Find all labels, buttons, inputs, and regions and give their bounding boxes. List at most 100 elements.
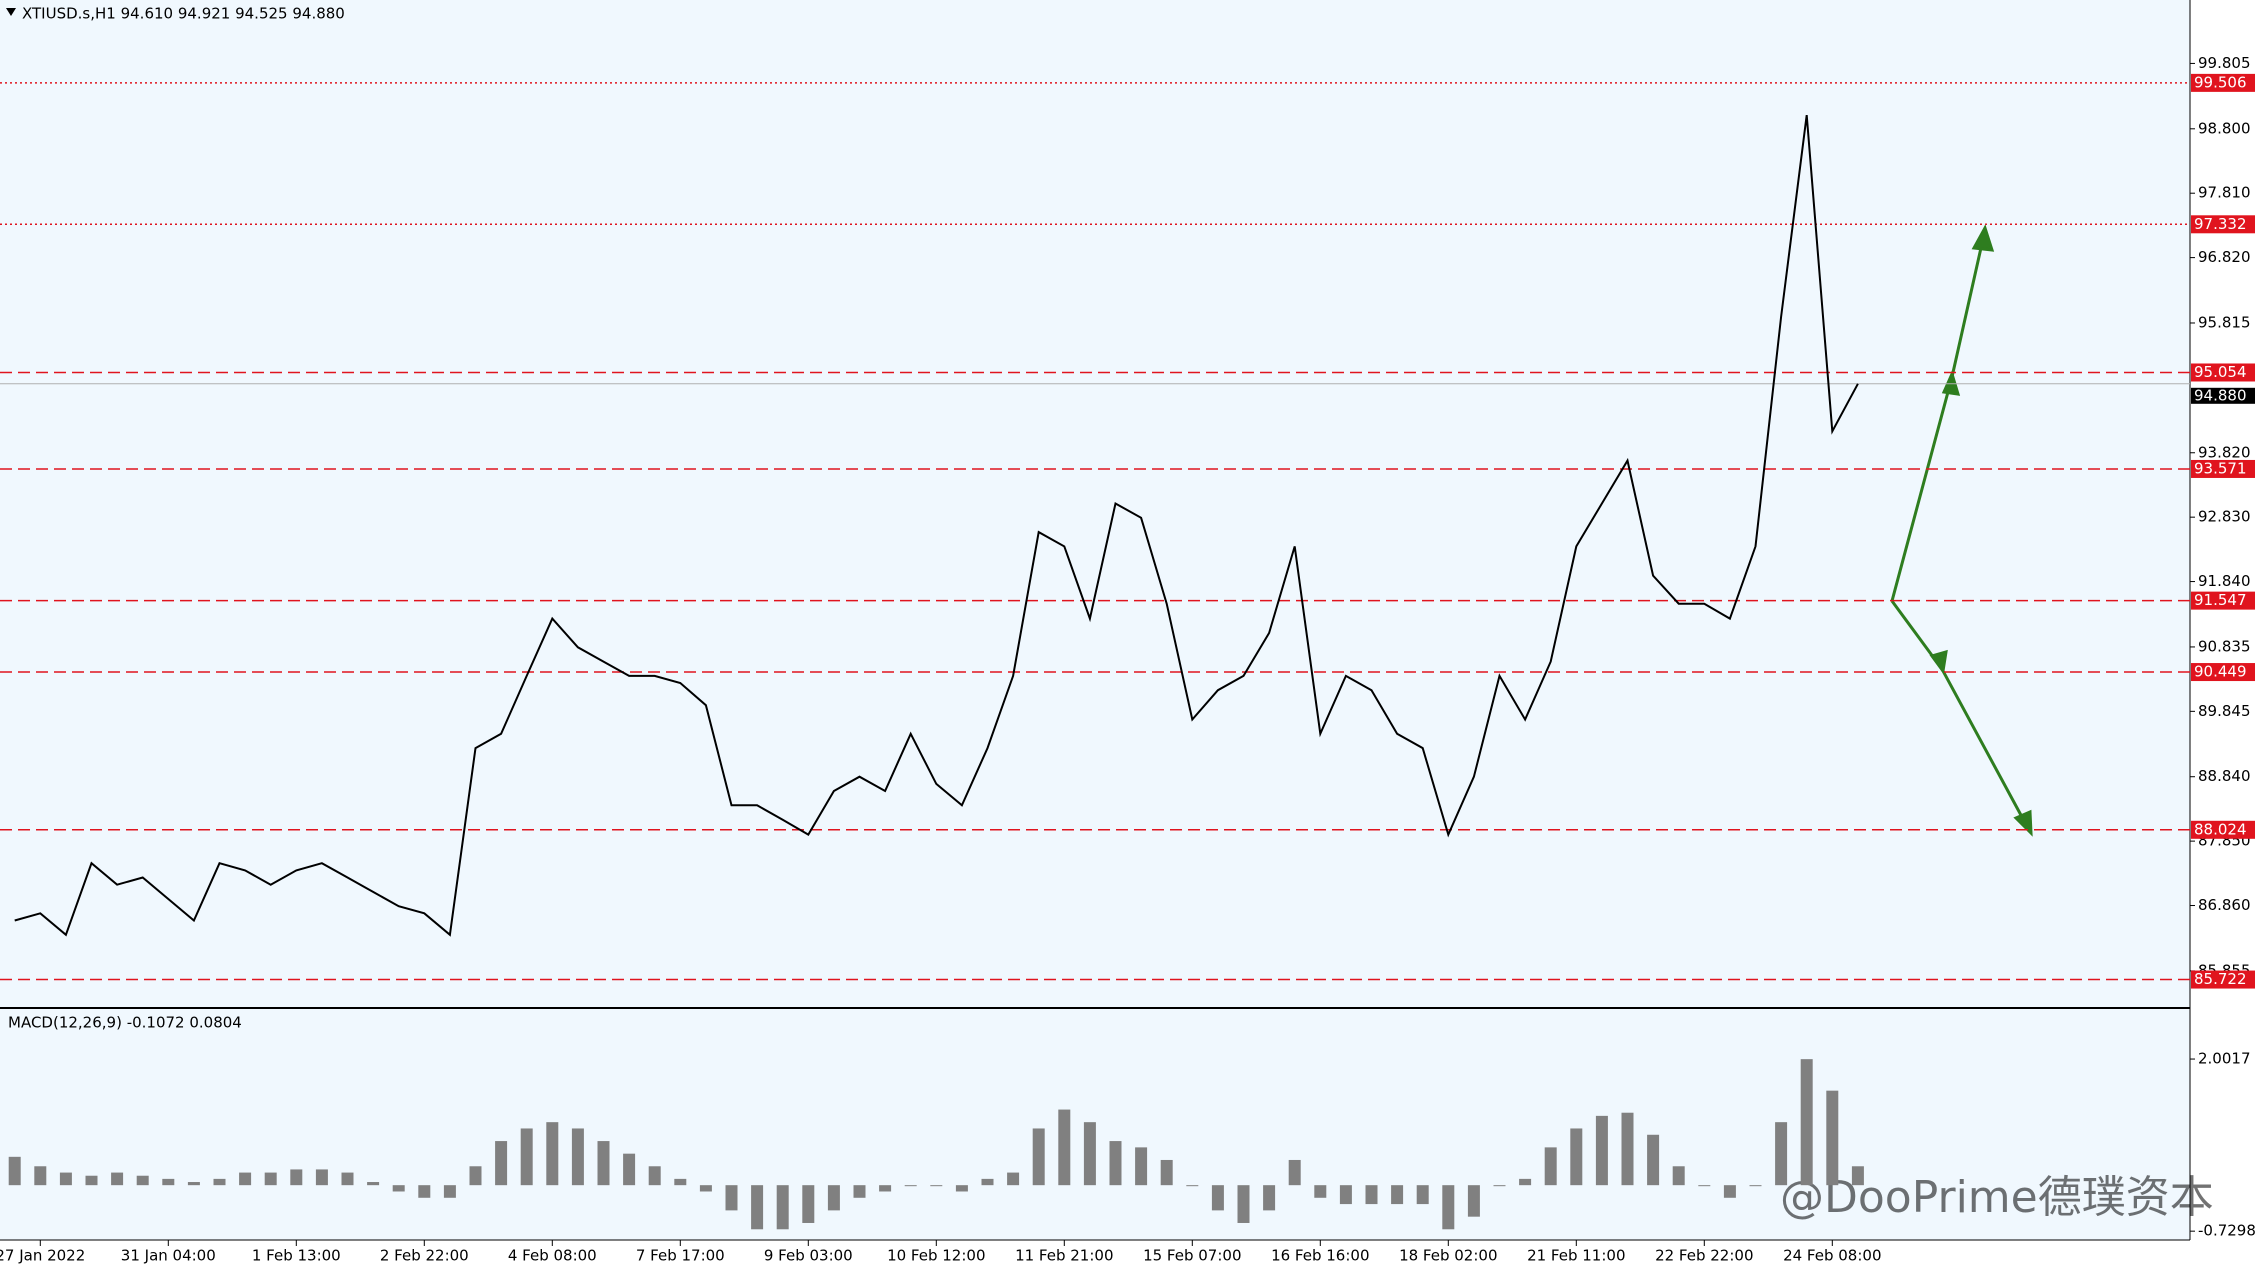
level-label: 95.054: [2194, 363, 2247, 381]
macd-bar: [1698, 1185, 1711, 1187]
y-tick-label: 86.860: [2198, 896, 2251, 914]
level-label-bg: [2191, 363, 2255, 382]
macd-bar: [930, 1185, 943, 1187]
level-label: 88.024: [2194, 820, 2247, 838]
x-tick-label: 1 Feb 13:00: [252, 1247, 341, 1265]
macd-bar: [1570, 1128, 1583, 1186]
macd-bar: [955, 1185, 968, 1192]
macd-bar: [1007, 1172, 1020, 1186]
macd-bar: [315, 1169, 328, 1186]
forecast-arrows: [1890, 224, 2033, 837]
level-label: 99.506: [2194, 73, 2247, 91]
level-label: 91.547: [2194, 591, 2247, 609]
level-label: 85.722: [2194, 970, 2247, 988]
macd-bar: [59, 1172, 72, 1186]
x-tick-label: 31 Jan 04:00: [121, 1247, 216, 1265]
y-tick-label: 92.830: [2198, 508, 2251, 526]
macd-bar: [34, 1166, 47, 1186]
x-tick-label: 2 Feb 22:00: [380, 1247, 469, 1265]
macd-bar: [1595, 1115, 1608, 1186]
macd-bar: [1211, 1185, 1224, 1211]
macd-bar: [1723, 1185, 1736, 1198]
macd-bar: [469, 1166, 482, 1186]
level-label-bg: [2191, 591, 2255, 610]
price-line: [14, 114, 1859, 937]
macd-bar: [623, 1153, 636, 1186]
level-label: 97.332: [2194, 215, 2247, 233]
macd-bar: [1365, 1185, 1378, 1205]
y-tick-label: 90.835: [2198, 637, 2251, 655]
level-label-bg: [2191, 663, 2255, 682]
x-tick-label: 22 Feb 22:00: [1655, 1247, 1753, 1265]
macd-bar: [725, 1185, 738, 1211]
arrow-head: [1929, 649, 1948, 675]
macd-bar: [162, 1178, 175, 1186]
y-tick-label: 97.810: [2198, 184, 2251, 202]
macd-bar: [1339, 1185, 1352, 1205]
macd-bar: [1135, 1147, 1148, 1186]
macd-bar: [1621, 1112, 1634, 1186]
macd-bar: [1442, 1185, 1455, 1230]
macd-bar: [8, 1156, 21, 1186]
last-price-label: 94.880: [2194, 386, 2247, 404]
macd-bar: [1775, 1122, 1788, 1186]
x-tick-label: 15 Feb 07:00: [1143, 1247, 1241, 1265]
macd-bar: [1032, 1128, 1045, 1186]
macd-bar: [1416, 1185, 1429, 1205]
macd-bar: [520, 1128, 533, 1186]
arrow-head: [1971, 224, 1995, 252]
macd-bar: [1467, 1185, 1480, 1217]
macd-bar: [1391, 1185, 1404, 1205]
macd-bar: [1263, 1185, 1276, 1211]
y-tick-label: 93.820: [2198, 443, 2251, 461]
macd-bar: [392, 1185, 405, 1192]
macd-bar: [213, 1178, 226, 1186]
macd-bar: [1749, 1185, 1762, 1187]
indicator-title: MACD(12,26,9) -0.1072 0.0804: [8, 1014, 242, 1032]
x-tick-label: 9 Feb 03:00: [764, 1247, 853, 1265]
y-tick-label: 98.800: [2198, 119, 2251, 137]
plot-background: [0, 0, 2190, 1240]
level-label-bg: [2191, 215, 2255, 234]
level-label-bg: [2191, 459, 2255, 478]
macd-bar: [1493, 1185, 1506, 1187]
x-tick-label: 21 Feb 11:00: [1527, 1247, 1625, 1265]
macd-bar: [1186, 1185, 1199, 1187]
x-tick-label: 4 Feb 08:00: [508, 1247, 597, 1265]
macd-bar: [418, 1185, 431, 1198]
macd-bar: [597, 1141, 610, 1186]
macd-bar: [571, 1128, 584, 1186]
x-tick-label: 11 Feb 21:00: [1015, 1247, 1113, 1265]
menu-triangle: [6, 8, 16, 16]
y-tick-label: 89.845: [2198, 702, 2251, 720]
macd-bar: [674, 1178, 687, 1186]
y-tick-label: 99.805: [2198, 54, 2251, 72]
macd-bar: [546, 1122, 559, 1186]
y-tick-label: 91.840: [2198, 572, 2251, 590]
macd-bar: [111, 1172, 124, 1186]
macd-bar: [239, 1172, 252, 1186]
arrow-head: [2013, 809, 2033, 837]
macd-bar: [367, 1182, 380, 1186]
macd-bar: [853, 1185, 866, 1198]
macd-bar: [1237, 1185, 1250, 1223]
y-tick-label: 2.0017: [2198, 1050, 2251, 1068]
macd-bar: [1544, 1147, 1557, 1186]
last-price-bg: [2191, 387, 2255, 404]
macd-bar: [341, 1172, 354, 1186]
macd-bar: [1672, 1166, 1685, 1186]
macd-bar: [1058, 1109, 1071, 1186]
macd-bar: [187, 1182, 200, 1186]
macd-bar: [264, 1172, 277, 1186]
y-tick-label: 95.815: [2198, 313, 2251, 331]
macd-bar: [776, 1185, 789, 1230]
macd-bar: [904, 1185, 917, 1187]
macd-bar: [751, 1185, 764, 1230]
macd-bar: [1109, 1141, 1122, 1186]
y-tick-label: -0.7298: [2198, 1222, 2256, 1240]
x-tick-label: 18 Feb 02:00: [1399, 1247, 1497, 1265]
level-label-bg: [2191, 73, 2255, 92]
macd-bar: [495, 1141, 508, 1186]
